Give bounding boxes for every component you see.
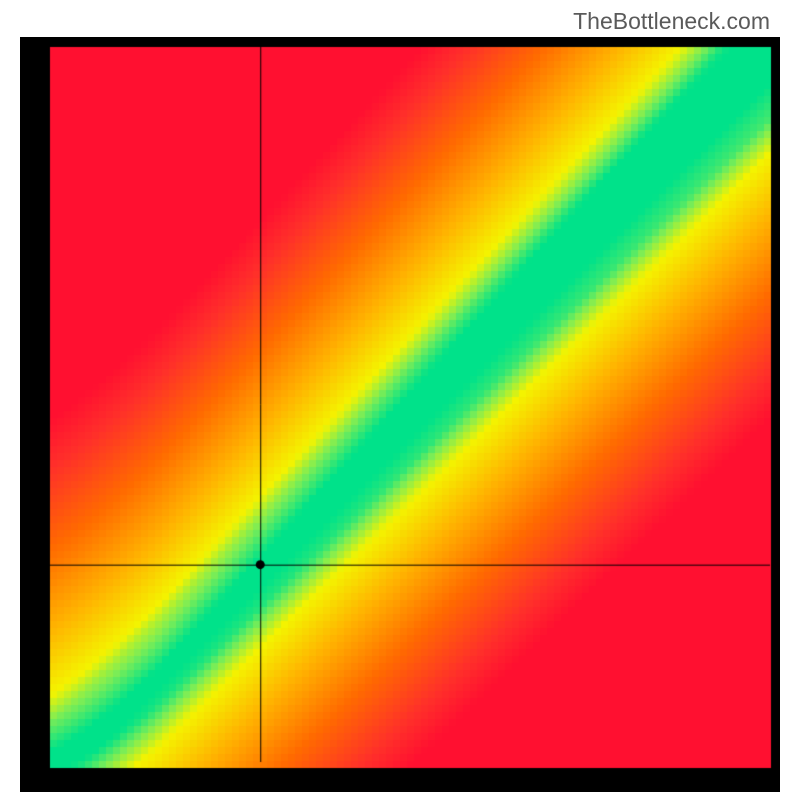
bottleneck-heatmap bbox=[20, 37, 780, 792]
watermark-text: TheBottleneck.com bbox=[573, 8, 770, 35]
